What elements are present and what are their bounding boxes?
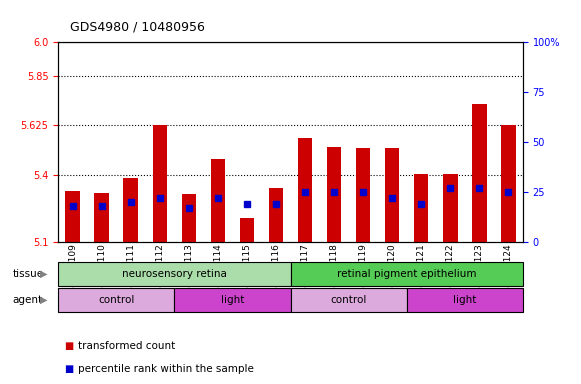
Text: control: control xyxy=(331,295,367,305)
Bar xyxy=(501,126,516,242)
Bar xyxy=(123,177,138,242)
Text: ▶: ▶ xyxy=(40,295,47,305)
Text: light: light xyxy=(221,295,244,305)
Bar xyxy=(152,126,167,242)
Text: GDS4980 / 10480956: GDS4980 / 10480956 xyxy=(70,21,205,34)
Bar xyxy=(290,262,523,286)
Bar xyxy=(297,137,313,242)
Bar xyxy=(356,147,371,242)
Bar xyxy=(290,288,407,312)
Text: ■: ■ xyxy=(64,341,73,351)
Bar xyxy=(58,288,174,312)
Bar xyxy=(58,262,290,286)
Bar xyxy=(414,174,428,242)
Text: retinal pigment epithelium: retinal pigment epithelium xyxy=(337,269,476,279)
Bar xyxy=(210,159,225,242)
Text: percentile rank within the sample: percentile rank within the sample xyxy=(78,364,254,374)
Bar xyxy=(239,217,254,242)
Bar xyxy=(94,193,109,242)
Bar xyxy=(327,147,342,242)
Text: tissue: tissue xyxy=(13,269,44,279)
Text: ■: ■ xyxy=(64,364,73,374)
Text: neurosensory retina: neurosensory retina xyxy=(122,269,227,279)
Bar xyxy=(407,288,523,312)
Text: light: light xyxy=(453,295,476,305)
Text: agent: agent xyxy=(13,295,43,305)
Bar xyxy=(65,191,80,242)
Text: ▶: ▶ xyxy=(40,269,47,279)
Bar xyxy=(181,194,196,242)
Bar xyxy=(174,288,290,312)
Text: control: control xyxy=(98,295,134,305)
Text: transformed count: transformed count xyxy=(78,341,175,351)
Bar xyxy=(385,147,399,242)
Bar xyxy=(443,174,458,242)
Bar xyxy=(472,104,486,242)
Bar xyxy=(268,187,283,242)
